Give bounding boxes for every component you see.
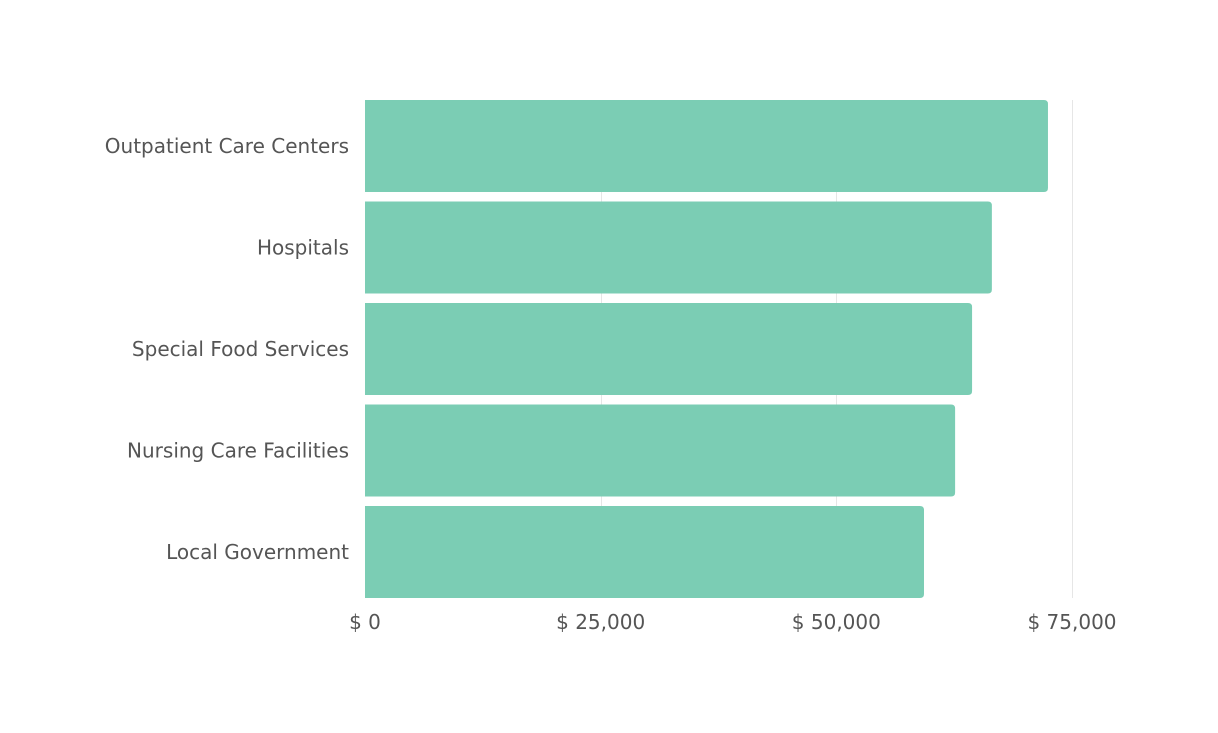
x-tick-label: $ 50,000	[792, 610, 881, 634]
bar-layer	[365, 100, 1048, 598]
bar-special-food-services	[365, 303, 973, 395]
bar-hospitals	[365, 201, 992, 294]
category-label: Local Government	[166, 540, 349, 564]
category-label-layer: Outpatient Care Centers Hospitals Special …	[105, 134, 349, 564]
bar-outpatient-care-centers	[365, 100, 1048, 192]
bar-local-government	[365, 506, 925, 598]
bar-nursing-care-facilities	[365, 404, 956, 497]
x-tick-label: $ 75,000	[1027, 610, 1116, 634]
category-label: Hospitals	[257, 236, 349, 260]
category-label: Outpatient Care Centers	[105, 134, 349, 158]
x-tick-label: $ 25,000	[556, 610, 645, 634]
category-label: Special Food Services	[132, 337, 349, 361]
x-tick-label: $ 0	[349, 610, 381, 634]
category-label: Nursing Care Facilities	[127, 439, 349, 463]
x-tick-label-layer: $ 0 $ 25,000 $ 50,000 $ 75,000	[349, 610, 1116, 634]
